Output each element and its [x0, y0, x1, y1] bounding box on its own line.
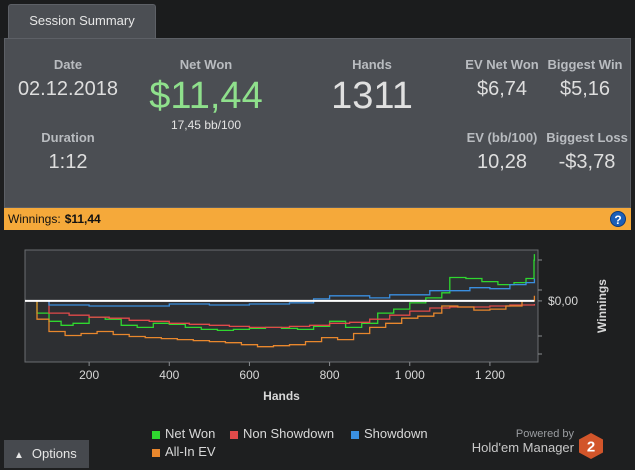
series-non-showdown — [25, 300, 536, 329]
options-label: Options — [31, 446, 77, 461]
ev-bb100-value: 10,28 — [476, 151, 528, 173]
net-won-bb100: 17,45 bb/100 — [170, 118, 242, 132]
legend-net-won[interactable]: Net Won — [152, 426, 215, 441]
date-value: 02.12.2018 — [17, 78, 119, 100]
legend-showdown-swatch — [351, 430, 359, 439]
net-won-value: $11,44 — [149, 75, 263, 117]
help-icon[interactable]: ? — [610, 211, 626, 227]
legend-all-in-ev-swatch — [152, 448, 160, 457]
x-tick-label: 200 — [79, 368, 99, 382]
legend-non-showdown-label: Non Showdown — [243, 426, 335, 441]
x-tick-label: 600 — [239, 368, 259, 382]
series-all-in-ev — [25, 295, 536, 348]
ev-net-won-value: $6,74 — [476, 78, 528, 100]
biggest-loss-value: -$3,78 — [558, 151, 616, 173]
legend-all-in-ev-label: All-In EV — [165, 444, 216, 459]
x-tick-label: 800 — [320, 368, 340, 382]
net-won-stat: Net Won $11,44 17,45 bb/100 — [135, 57, 277, 132]
hands-value: 1311 — [331, 75, 413, 117]
winnings-bar: Winnings: $11,44 ? — [4, 208, 631, 230]
legend-non-showdown-swatch — [230, 430, 238, 439]
powered-by: Powered by Hold'em Manager — [462, 428, 574, 455]
biggest-win-stat: Biggest Win $5,16 — [543, 57, 627, 101]
y-axis-label: Winnings — [595, 279, 609, 333]
biggest-loss-stat: Biggest Loss -$3,78 — [543, 130, 631, 174]
hands-label: Hands — [352, 57, 392, 72]
series-showdown — [25, 278, 536, 307]
x-tick-label: 1 200 — [475, 368, 505, 382]
legend-non-showdown[interactable]: Non Showdown — [230, 426, 334, 441]
duration-label: Duration — [41, 130, 95, 145]
series-net-won — [25, 254, 536, 332]
duration-value: 1:12 — [48, 151, 88, 173]
biggest-win-value: $5,16 — [559, 78, 611, 100]
x-tick-label: 400 — [159, 368, 179, 382]
legend-all-in-ev[interactable]: All-In EV — [152, 444, 216, 459]
svg-text:2: 2 — [587, 439, 595, 456]
legend-showdown-label: Showdown — [364, 426, 428, 441]
biggest-loss-label: Biggest Loss — [546, 130, 628, 145]
winnings-value: $11,44 — [64, 212, 101, 226]
session-summary-panel: Date 02.12.2018 Duration 1:12 Net Won $1… — [4, 38, 631, 208]
winnings-chart: 200 400 600 800 1 000 1 200 $0,00 Hands Winnings — [24, 249, 609, 403]
hem2-logo: 2 — [579, 433, 603, 459]
tab-session-summary[interactable]: Session Summary — [8, 4, 156, 38]
net-won-label: Net Won — [179, 57, 233, 72]
ev-net-won-stat: EV Net Won $6,74 — [460, 57, 544, 101]
tab-bar: Session Summary — [0, 0, 635, 38]
x-axis-label: Hands — [263, 389, 300, 403]
y-tick-label: $0,00 — [548, 294, 578, 308]
ev-bb100-label: EV (bb/100) — [466, 130, 538, 145]
brand-name: Hold'em Manager — [471, 440, 574, 455]
duration-stat: Duration 1:12 — [15, 130, 121, 174]
chevron-up-icon: ▲ — [14, 450, 24, 461]
winnings-chart-area: 200 400 600 800 1 000 1 200 $0,00 Hands Winnings… — [4, 230, 631, 468]
ev-bb100-stat: EV (bb/100) 10,28 — [460, 130, 544, 174]
date-stat: Date 02.12.2018 — [15, 57, 121, 101]
legend-net-won-swatch — [152, 430, 160, 439]
x-tick-label: 1 000 — [395, 368, 425, 382]
date-label: Date — [53, 57, 83, 72]
ev-net-won-label: EV Net Won — [465, 57, 539, 72]
winnings-label: Winnings: — [8, 212, 61, 226]
options-button[interactable]: ▲ Options — [4, 440, 89, 468]
powered-by-text: Powered by — [515, 428, 574, 440]
biggest-win-label: Biggest Win — [547, 57, 623, 72]
legend-net-won-label: Net Won — [165, 426, 216, 441]
hands-stat: Hands 1311 — [315, 57, 429, 118]
legend-showdown[interactable]: Showdown — [351, 426, 428, 441]
